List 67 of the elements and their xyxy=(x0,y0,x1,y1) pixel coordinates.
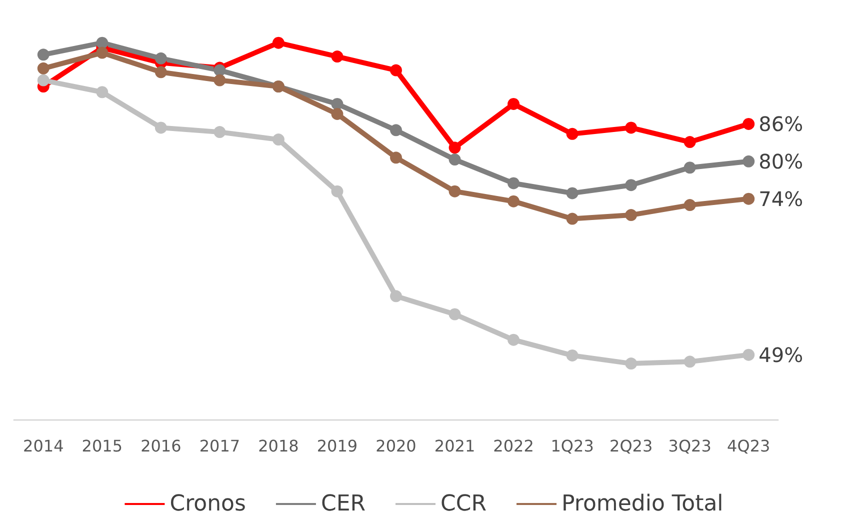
point xyxy=(272,36,284,49)
x-tick-label: 2019 xyxy=(316,436,358,456)
legend-label: Cronos xyxy=(170,492,246,516)
point xyxy=(508,334,520,346)
point xyxy=(390,64,402,76)
point xyxy=(742,192,755,205)
legend-label: Promedio Total xyxy=(562,492,724,516)
point xyxy=(508,195,520,208)
legend-label: CCR xyxy=(440,492,487,516)
point xyxy=(566,349,578,362)
point xyxy=(448,185,461,198)
point xyxy=(684,162,696,174)
x-tick-label: 2021 xyxy=(434,436,476,456)
point xyxy=(214,126,226,138)
point xyxy=(331,98,344,110)
point xyxy=(508,98,520,110)
x-tick-label: 2014 xyxy=(23,436,64,456)
point xyxy=(96,36,108,49)
x-tick-label: 2017 xyxy=(199,436,240,456)
point xyxy=(625,122,638,134)
point xyxy=(154,52,167,64)
point xyxy=(448,142,461,154)
data-label: 74% xyxy=(758,186,804,211)
data-label: 80% xyxy=(758,149,804,174)
point xyxy=(390,152,402,164)
point xyxy=(625,209,638,222)
x-tick-label: 2018 xyxy=(258,436,299,456)
point xyxy=(566,128,578,140)
point xyxy=(154,66,167,78)
point xyxy=(214,64,226,76)
legend-label: CER xyxy=(320,492,366,516)
point xyxy=(625,358,638,370)
point xyxy=(331,108,344,120)
point xyxy=(331,50,344,63)
point xyxy=(684,199,696,212)
x-tick-label: 2020 xyxy=(376,436,416,456)
point xyxy=(508,177,520,190)
point xyxy=(566,187,578,200)
point xyxy=(448,154,461,166)
point xyxy=(37,74,50,86)
point xyxy=(742,348,755,361)
x-tick-label: 3Q23 xyxy=(668,436,712,456)
point xyxy=(331,185,344,198)
point xyxy=(566,212,578,225)
point xyxy=(684,136,696,148)
x-tick-label: 2Q23 xyxy=(610,436,653,456)
point xyxy=(390,124,402,136)
point xyxy=(154,122,167,134)
point xyxy=(272,134,284,146)
x-tick-label: 2016 xyxy=(140,436,182,456)
point xyxy=(742,118,755,130)
point xyxy=(684,356,696,368)
point xyxy=(742,155,755,168)
x-tick-label: 2022 xyxy=(493,436,534,456)
x-tick-label: 1Q23 xyxy=(550,436,594,456)
point xyxy=(390,290,402,302)
data-label: 49% xyxy=(758,342,804,367)
point xyxy=(625,179,638,192)
point xyxy=(37,48,50,61)
point xyxy=(37,62,50,74)
data-label: 86% xyxy=(758,112,804,136)
point xyxy=(96,86,108,98)
x-tick-label: 2015 xyxy=(82,436,123,456)
point xyxy=(96,46,108,59)
point xyxy=(214,74,226,86)
point xyxy=(448,308,461,320)
x-tick-label: 4Q23 xyxy=(727,436,770,456)
